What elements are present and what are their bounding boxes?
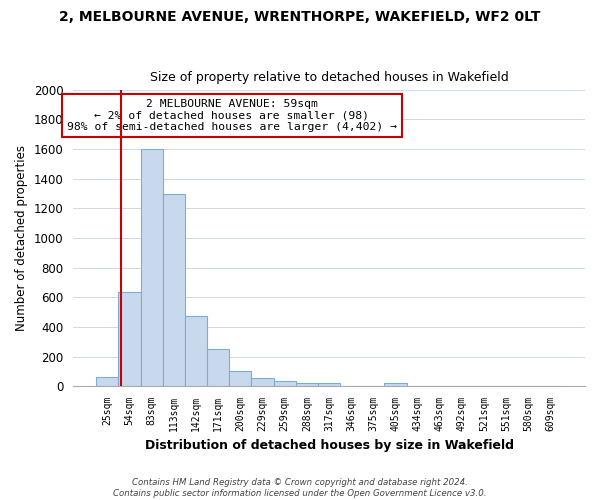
Bar [251, 378, 274, 386]
Bar [318, 383, 340, 386]
Text: Contains HM Land Registry data © Crown copyright and database right 2024.
Contai: Contains HM Land Registry data © Crown c… [113, 478, 487, 498]
Bar [185, 316, 207, 386]
Bar [274, 381, 296, 386]
Bar [229, 370, 251, 386]
Y-axis label: Number of detached properties: Number of detached properties [15, 145, 28, 331]
Bar [140, 149, 163, 386]
Bar [96, 376, 118, 386]
Bar [385, 383, 407, 386]
Text: 2, MELBOURNE AVENUE, WRENTHORPE, WAKEFIELD, WF2 0LT: 2, MELBOURNE AVENUE, WRENTHORPE, WAKEFIE… [59, 10, 541, 24]
Bar [207, 349, 229, 386]
X-axis label: Distribution of detached houses by size in Wakefield: Distribution of detached houses by size … [145, 440, 514, 452]
Bar [296, 383, 318, 386]
Title: Size of property relative to detached houses in Wakefield: Size of property relative to detached ho… [149, 72, 508, 85]
Bar [118, 292, 140, 386]
Bar [163, 194, 185, 386]
Text: 2 MELBOURNE AVENUE: 59sqm
← 2% of detached houses are smaller (98)
98% of semi-d: 2 MELBOURNE AVENUE: 59sqm ← 2% of detach… [67, 98, 397, 132]
